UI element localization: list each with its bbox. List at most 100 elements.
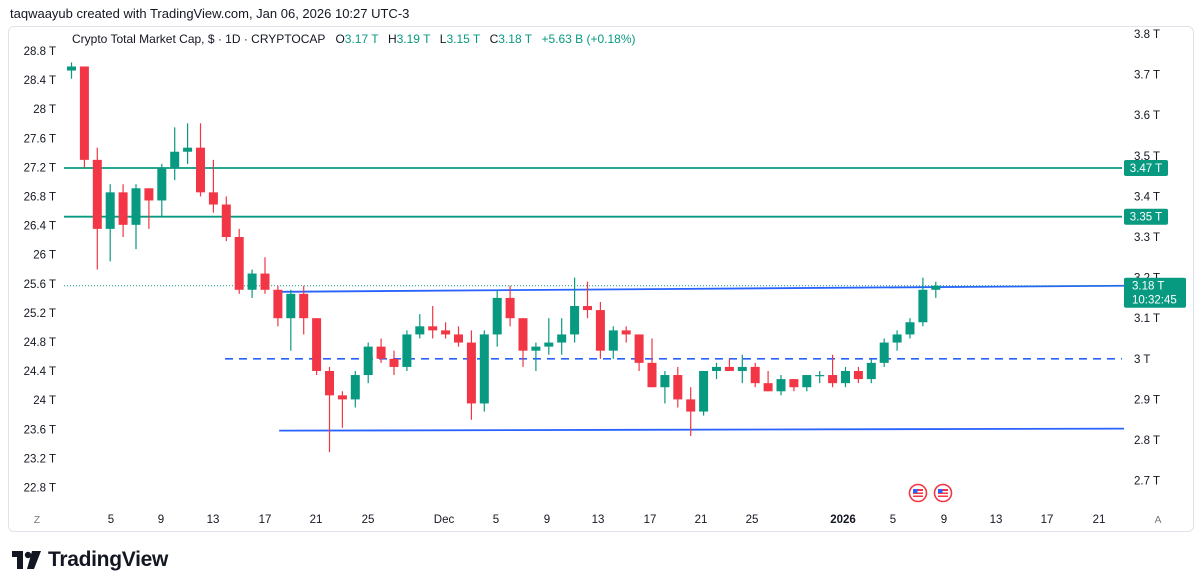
axis-corner-right[interactable]: A	[1154, 514, 1161, 526]
x-axis-tick: 9	[544, 514, 550, 526]
candle-body[interactable]	[286, 293, 296, 319]
right-axis-tick: 3.3 T	[1134, 232, 1160, 244]
left-axis-tick: 23.6 T	[24, 424, 56, 436]
candle-body[interactable]	[905, 322, 915, 335]
candle-body[interactable]	[699, 370, 709, 412]
candle-body[interactable]	[157, 167, 167, 201]
candle-body[interactable]	[183, 147, 193, 152]
candle-body[interactable]	[841, 370, 850, 384]
candle-body[interactable]	[505, 297, 515, 319]
candle-body[interactable]	[273, 289, 283, 319]
candle-body[interactable]	[853, 370, 863, 380]
candle-body[interactable]	[776, 379, 786, 392]
candle-body[interactable]	[518, 318, 528, 351]
candle-body[interactable]	[866, 362, 876, 380]
candle-body[interactable]	[492, 297, 502, 335]
candle-body[interactable]	[621, 330, 631, 335]
candle-body[interactable]	[415, 326, 425, 335]
candle-body[interactable]	[428, 326, 438, 331]
flag-stripe-icon	[938, 494, 948, 496]
x-axis-tick: 9	[941, 514, 947, 526]
candle-body[interactable]	[350, 375, 360, 400]
right-axis-tick: 3.5 T	[1134, 151, 1160, 163]
candle-body[interactable]	[879, 342, 889, 363]
candle-body[interactable]	[118, 192, 128, 225]
candle-body[interactable]	[466, 342, 476, 404]
candle-body[interactable]	[892, 334, 902, 343]
candle-body[interactable]	[363, 346, 373, 376]
candle-body[interactable]	[67, 66, 76, 71]
last-price-tag[interactable]	[1124, 277, 1186, 308]
legend-low: 3.15 T	[446, 32, 481, 46]
candle-body[interactable]	[454, 334, 463, 343]
legend-close: 3.18 T	[498, 32, 533, 46]
candle-body[interactable]	[608, 330, 618, 351]
candle-body[interactable]	[247, 273, 257, 290]
legend-low-label: L	[439, 32, 447, 46]
legend-symbol: Crypto Total Market Cap, $ · 1D · CRYPTO…	[72, 32, 326, 46]
left-axis-tick: 25.2 T	[24, 308, 56, 320]
flag-canton-icon	[913, 489, 918, 493]
candle-body[interactable]	[441, 330, 451, 335]
candle-body[interactable]	[299, 293, 309, 319]
candle-body[interactable]	[376, 346, 386, 359]
candle-body[interactable]	[647, 362, 657, 388]
chart-credit: taqwaayub created with TradingView.com, …	[10, 6, 410, 21]
candle-body[interactable]	[92, 159, 102, 229]
candle-body[interactable]	[144, 188, 154, 201]
x-axis-tick: 5	[890, 514, 896, 526]
candle-body[interactable]	[802, 375, 812, 388]
candle-body[interactable]	[196, 147, 205, 193]
candle-body[interactable]	[737, 366, 747, 371]
candle-body[interactable]	[79, 66, 89, 160]
candle-body[interactable]	[531, 346, 541, 351]
candle-body[interactable]	[724, 366, 734, 371]
candle-body[interactable]	[660, 375, 670, 388]
candle-body[interactable]	[815, 375, 825, 377]
trendline-support[interactable]	[279, 427, 1125, 432]
candle-body[interactable]	[221, 204, 231, 237]
candle-body[interactable]	[170, 151, 180, 168]
candle-body[interactable]	[789, 379, 799, 388]
candle-body[interactable]	[234, 237, 244, 290]
candle-body[interactable]	[583, 306, 592, 311]
x-axis-tick: Dec	[434, 514, 455, 526]
flag-canton-icon	[938, 489, 943, 493]
candle-body[interactable]	[325, 370, 334, 396]
tradingview-logo[interactable]: TradingView	[12, 548, 168, 572]
candle-body[interactable]	[595, 310, 605, 351]
candle-body[interactable]	[260, 273, 270, 290]
tradingview-logo-text: TradingView	[48, 548, 169, 571]
x-axis-tick: 21	[1093, 514, 1106, 526]
candle-body[interactable]	[544, 342, 554, 347]
candle-body[interactable]	[389, 358, 399, 367]
left-axis-tick: 22.8 T	[24, 483, 56, 495]
candle-body[interactable]	[673, 375, 683, 400]
candle-body[interactable]	[557, 334, 567, 343]
candle-body[interactable]	[312, 318, 322, 371]
candle-body[interactable]	[931, 285, 941, 290]
candle-body[interactable]	[634, 334, 644, 363]
candle-body[interactable]	[131, 188, 141, 225]
candle-body[interactable]	[208, 192, 218, 205]
candle-body[interactable]	[570, 306, 580, 335]
candle-body[interactable]	[763, 383, 773, 392]
x-axis-tick: 5	[108, 514, 114, 526]
candle-body[interactable]	[750, 366, 760, 384]
candle-body[interactable]	[479, 334, 489, 404]
axis-corner-left[interactable]: Z	[34, 514, 41, 526]
candle-body[interactable]	[686, 399, 696, 412]
candle-body[interactable]	[337, 395, 347, 400]
candle-body[interactable]	[712, 366, 721, 371]
left-axis-tick: 26 T	[33, 250, 56, 262]
tradingview-logo-icon	[12, 551, 41, 569]
x-axis-tick: 2026	[830, 514, 856, 526]
candle-body[interactable]	[918, 289, 928, 323]
left-axis-tick: 27.6 T	[24, 133, 56, 145]
candle-body[interactable]	[105, 192, 115, 229]
trendline-resistance[interactable]	[279, 284, 1125, 293]
flag-stripe-icon	[913, 494, 923, 496]
candle-body[interactable]	[828, 375, 838, 384]
candle-body[interactable]	[402, 334, 412, 367]
